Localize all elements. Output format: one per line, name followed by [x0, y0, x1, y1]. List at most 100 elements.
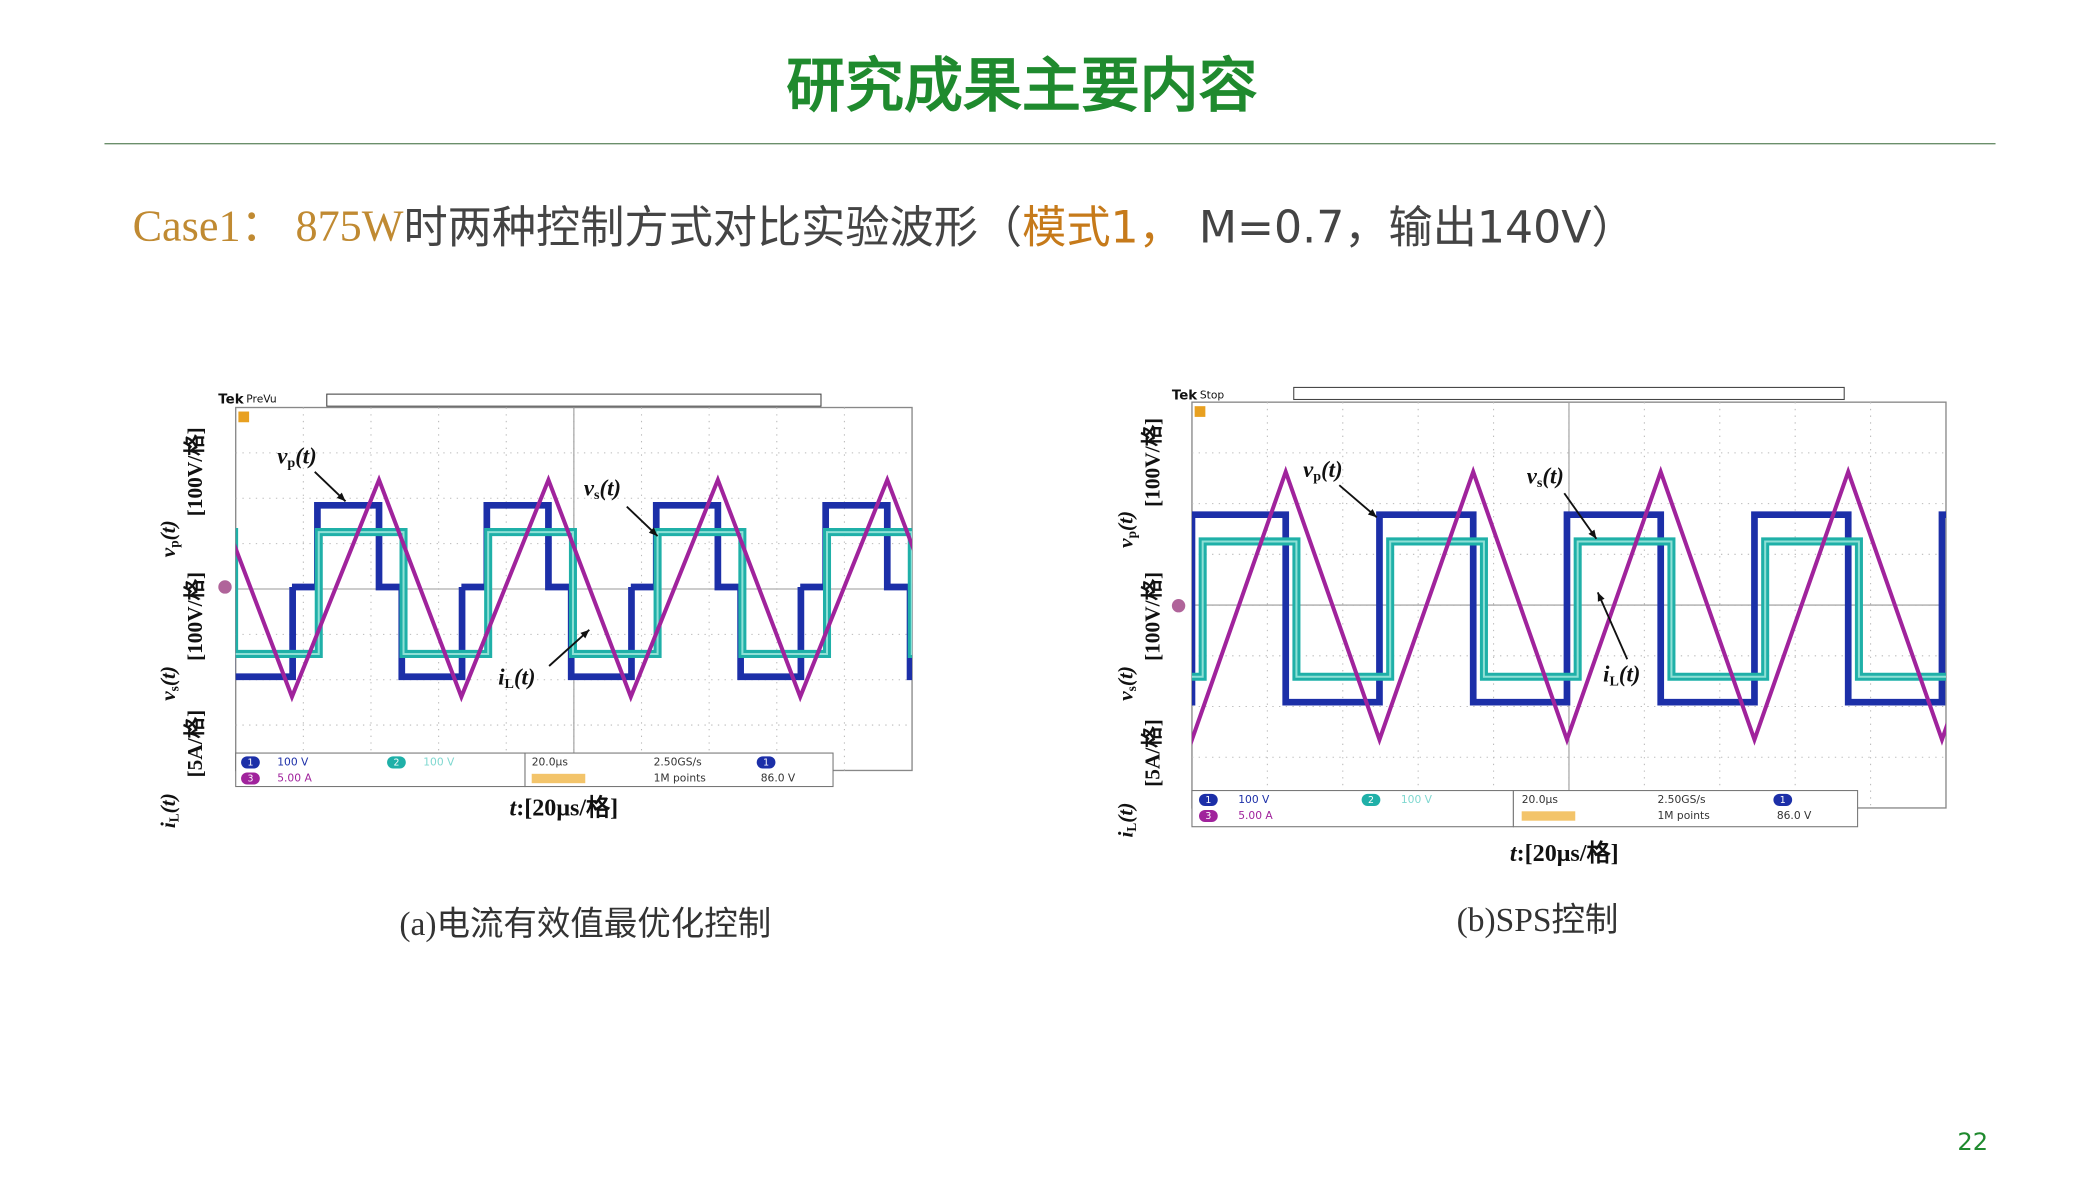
y-axis-unit: [100V/格]: [182, 427, 207, 516]
scope-brand: Tek PreVu: [218, 392, 276, 407]
arrow-head: [336, 492, 346, 502]
channel-number: 1: [763, 758, 769, 769]
trigger-marker: [238, 411, 250, 423]
scope-panel: Tek PreVu 1 100 V 3 5.00 A 2 100 V 20.0μs 2.50GS/…: [156, 392, 913, 943]
signal-arg: (t): [1542, 464, 1563, 489]
scope-status: PreVu: [246, 392, 276, 405]
trigger-pos: [531, 773, 586, 784]
label-arrow: [1563, 492, 1598, 540]
y-axis-label: iL(t)[5A/格]: [1114, 719, 1165, 837]
y-axis-unit: [5A/格]: [182, 710, 207, 778]
x-axis-unit: :[20μs/格]: [516, 794, 618, 821]
readout-text: 2.50GS/s: [1657, 793, 1706, 806]
waveform-il: [1191, 465, 1946, 746]
signal-arg: (t): [156, 520, 180, 540]
readout-box: [235, 752, 526, 788]
channel-number: 3: [1205, 811, 1211, 822]
signal-arg: (t): [600, 476, 621, 501]
readout-text: 1M points: [654, 772, 707, 785]
signal-label: iL(t): [1603, 662, 1640, 690]
signal-sub: s: [1124, 686, 1139, 691]
label-arrow: [1596, 591, 1629, 660]
signal-arg: (t): [514, 665, 535, 690]
signal-arg: (t): [1114, 666, 1138, 686]
ground-marker: [1171, 599, 1186, 613]
page-number: 22: [1957, 1128, 1988, 1156]
scope-status-bar: [326, 393, 822, 407]
channel-badge: [1773, 793, 1793, 806]
y-axis-label: vs(t)[100V/格]: [156, 572, 207, 701]
signal-var: i: [1114, 832, 1138, 838]
signal-sub: p: [287, 455, 295, 471]
scope-brand-name: Tek: [218, 392, 244, 407]
scope-status: Stop: [1200, 388, 1225, 401]
signal-label: vs(t): [584, 476, 621, 504]
subtitle-case: Case1：: [133, 202, 285, 251]
waveform-il: [235, 474, 913, 703]
scope-brand: Tek Stop: [1172, 388, 1225, 403]
channel-badge: [756, 756, 776, 769]
y-axis-unit: [100V/格]: [182, 572, 207, 661]
trigger-marker: [1194, 406, 1206, 417]
y-axis-label: vs(t)[100V/格]: [1114, 572, 1165, 701]
x-axis-label: t:[20μs/格]: [1510, 839, 1619, 866]
ground-marker: [218, 580, 232, 594]
readout-text: 100 V: [277, 755, 309, 768]
scope-panel: Tek Stop 1 100 V 3 5.00 A 2 100 V 20.0μs 2.50GS/s…: [1114, 386, 1947, 939]
slide-title: 研究成果主要内容: [786, 51, 1257, 120]
channel-badge: [241, 772, 260, 785]
readout-text: 20.0μs: [532, 755, 569, 768]
channel-number: 3: [247, 774, 253, 785]
signal-arg: (t): [1114, 511, 1138, 531]
waveforms: [235, 474, 913, 703]
signal-var: i: [498, 665, 505, 690]
signal-var: v: [1527, 464, 1538, 489]
y-axis-signal: iL(t): [1114, 803, 1139, 838]
y-axis-signal: vs(t): [156, 666, 181, 701]
signal-sub: s: [594, 487, 600, 503]
channel-badge: [1199, 793, 1218, 806]
readout-text: 86.0 V: [1777, 809, 1812, 822]
y-axis-signal: vs(t): [1114, 666, 1139, 701]
scope-status-bar: [1293, 386, 1845, 401]
signal-var: v: [277, 444, 288, 469]
signal-arg: (t): [1114, 803, 1138, 823]
subtitle: Case1： 875W时两种控制方式对比实验波形（模式1， M=0.7，输出140V…: [133, 202, 1636, 254]
channel-number: 1: [1780, 795, 1786, 806]
signal-sub: L: [166, 813, 181, 822]
readout-text: 86.0 V: [761, 772, 796, 785]
y-axis-signal: vp(t): [156, 520, 181, 557]
scope-brand-name: Tek: [1172, 388, 1198, 403]
signal-var: v: [156, 547, 180, 557]
y-axis-unit: [100V/格]: [1139, 572, 1164, 661]
signal-sub: p: [166, 540, 181, 547]
label-arrow: [548, 629, 590, 667]
x-axis-unit: :[20μs/格]: [1517, 839, 1619, 866]
signal-label: vp(t): [277, 444, 316, 472]
signal-arg: (t): [295, 444, 316, 469]
signal-arg: (t): [1619, 662, 1640, 687]
signal-sub: L: [1124, 823, 1139, 832]
signal-var: i: [1603, 662, 1610, 687]
channel-number: 1: [1205, 795, 1211, 806]
arrow-head: [1367, 508, 1377, 518]
figure-caption: (b)SPS控制: [1457, 902, 1619, 939]
signal-arg: (t): [156, 793, 180, 813]
arrow-head: [648, 527, 658, 537]
signal-sub: s: [166, 686, 181, 691]
signal-var: v: [156, 691, 180, 701]
subtitle-mode: 模式1，: [1022, 203, 1183, 254]
subtitle-text: M=0.7，输出140V）: [1199, 203, 1636, 254]
signal-sub: p: [1124, 531, 1139, 538]
signal-arg: (t): [156, 666, 180, 686]
waveform-vp: [1191, 511, 1946, 706]
x-axis-var: t: [509, 795, 517, 821]
waveform-vs-core: [1191, 540, 1946, 678]
y-axis-unit: [100V/格]: [1139, 418, 1164, 507]
y-axis-signal: vp(t): [1114, 511, 1139, 548]
signal-sub: L: [1609, 674, 1618, 690]
y-axis-signal: iL(t): [156, 793, 181, 828]
x-axis-label: t:[20μs/格]: [509, 794, 618, 821]
channel-number: 1: [247, 758, 253, 769]
y-axis-label: vp(t)[100V/格]: [1114, 418, 1165, 548]
